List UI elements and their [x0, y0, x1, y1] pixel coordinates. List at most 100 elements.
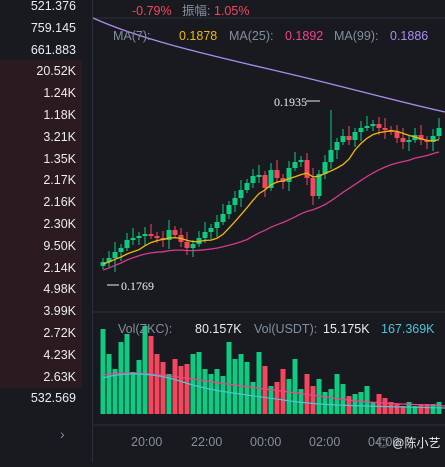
volume-bar [118, 342, 124, 414]
candle-body [316, 174, 322, 196]
candle-body [418, 135, 424, 140]
volume-bar [310, 386, 316, 414]
order-volume-column: 521.376 759.145 661.883 20.52K 1.24K 1.18K 3.2… [0, 0, 82, 462]
volume-bar [172, 359, 178, 414]
order-volume-row: 3.99K [0, 300, 82, 323]
candle-body [244, 183, 250, 190]
order-volume-value: 4.98K [43, 282, 76, 297]
candle-body [166, 230, 172, 240]
order-volume-row: 2.72K [0, 322, 82, 344]
volume-bar [142, 326, 148, 414]
candle-body [328, 150, 334, 162]
chevron-right-icon[interactable]: › [60, 426, 65, 442]
order-volume-row: 661.883 [0, 39, 82, 61]
candle-body [250, 176, 256, 183]
order-volume-value: 3.21K [43, 129, 76, 144]
volume-ma-line [102, 373, 445, 409]
candle-body [238, 190, 244, 198]
volume-bar [106, 354, 112, 414]
ma99-label: MA(99): [334, 29, 379, 43]
volume-bar [190, 354, 196, 414]
low-price-label: 0.1769 [121, 279, 154, 293]
volume-bar [262, 366, 268, 414]
candle-body [286, 168, 292, 182]
volume-bar [166, 374, 172, 414]
ma25-line [102, 151, 440, 271]
order-volume-value: 4.23K [43, 347, 76, 362]
time-tick: 04:00 [368, 435, 400, 449]
candle-body [262, 175, 268, 188]
order-volume-value: 1.18K [43, 108, 76, 122]
time-tick: 00:00 [250, 435, 282, 449]
order-volume-row: 2.16K [0, 191, 82, 214]
candle-body [352, 132, 358, 140]
candle-body [232, 198, 238, 205]
candle-body [142, 234, 148, 236]
order-volume-row: 759.145 [0, 17, 82, 39]
volume-bar [394, 404, 400, 414]
order-volume-row: 532.569 [0, 387, 82, 409]
candle-body [358, 128, 364, 132]
order-volume-value: 2.63K [43, 369, 76, 384]
kline-chart[interactable]: 0.1935 0.1769 › [92, 0, 445, 462]
ma7-line [102, 129, 440, 265]
candle-body [430, 136, 436, 142]
volume-bar [232, 359, 238, 414]
volume-bar [160, 362, 166, 414]
volume-bar [412, 406, 418, 414]
order-volume-row: 3.21K [0, 125, 82, 148]
candle-body [112, 252, 118, 258]
vol-usdt-value: 15.175K [323, 322, 370, 336]
amplitude-label: 振幅: [182, 4, 211, 18]
order-volume-value: 661.883 [30, 42, 76, 57]
candle-body [382, 128, 388, 130]
volume-bar [202, 369, 208, 414]
candle-body [346, 136, 352, 140]
candle-body [130, 238, 136, 240]
candle-body [370, 124, 376, 126]
volume-bar [220, 376, 226, 414]
order-volume-row: 1.35K [0, 147, 82, 170]
vol-coin-label: Vol(ZKC): [118, 322, 173, 336]
ma7-label: MA(7): [113, 29, 151, 43]
volume-bar [214, 369, 220, 414]
ma25-label: MA(25): [229, 29, 274, 43]
candle-body [214, 222, 220, 228]
order-volume-value: 532.569 [30, 391, 76, 406]
candle-body [202, 232, 208, 238]
candle-body [154, 236, 160, 238]
candle-body [208, 228, 214, 232]
candle-body [280, 178, 286, 182]
volume-bar [268, 386, 274, 414]
amplitude-value: 1.05% [214, 4, 250, 18]
volume-bar [358, 392, 364, 414]
expand-chevron-icon: › [101, 382, 105, 396]
candle-body [136, 236, 142, 238]
volume-bar [334, 374, 340, 414]
order-volume-row: 2.63K [0, 365, 82, 388]
order-volume-value: 1.24K [43, 86, 76, 101]
watermark: ◎ @陈小艺 [377, 436, 441, 450]
order-volume-row: 1.18K [0, 104, 82, 126]
candle-body [340, 136, 346, 142]
candle-body [148, 234, 154, 236]
volume-bar [226, 342, 232, 414]
volume-bar [388, 402, 394, 414]
kline-svg[interactable]: 0.1935 0.1769 › [92, 0, 445, 462]
volume-bar [256, 352, 262, 414]
volume-bar [184, 364, 190, 414]
volume-bar [400, 406, 406, 414]
candle-body [304, 160, 310, 178]
volume-bar [100, 329, 106, 414]
order-volume-value: 2.14K [43, 260, 76, 275]
volume-bar [376, 394, 382, 414]
ma99-value: 0.1886 [390, 29, 429, 43]
time-tick: 22:00 [191, 435, 223, 449]
volume-bar [298, 389, 304, 414]
volume-bar [418, 404, 424, 414]
volume-bar [130, 372, 136, 414]
volume-ma-line [102, 372, 445, 407]
price-change: -0.79% [132, 4, 172, 18]
order-volume-value: 2.30K [43, 217, 76, 231]
volume-bar [208, 374, 214, 414]
